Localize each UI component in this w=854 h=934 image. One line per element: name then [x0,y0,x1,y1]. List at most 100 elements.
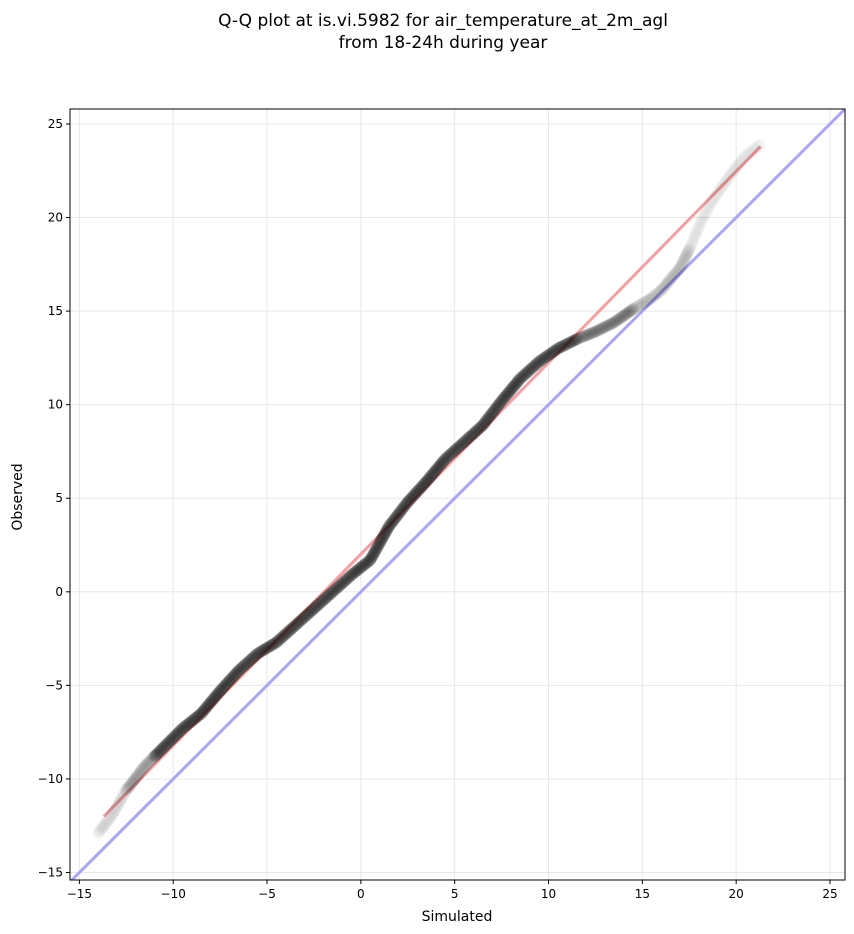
qq-point [253,646,266,659]
qq-point [579,329,592,342]
qq-point [675,258,688,271]
qq-point [365,552,378,565]
qq-point [171,727,184,740]
qq-point [563,336,576,349]
qq-point [133,767,146,780]
qq-point [318,593,331,606]
qq-point [379,526,392,539]
qq-point [322,589,335,602]
qq-point [120,784,133,797]
qq-point [482,411,495,424]
qq-point [495,394,508,407]
qq-point [274,632,287,645]
qq-point [446,446,459,459]
y-tick-label: 5 [55,491,63,505]
qq-point [508,379,521,392]
y-tick-label: 15 [48,304,63,318]
qq-point [425,469,438,482]
qq-point [416,479,429,492]
qq-point [320,590,333,603]
qq-point [394,505,407,518]
qq-point [401,495,414,508]
qq-point [674,260,687,273]
qq-point [664,273,677,286]
qq-point [670,266,683,279]
qq-point [400,497,413,510]
qq-point [515,371,528,384]
qq-point [202,699,215,712]
qq-point [485,408,498,421]
qq-point [215,683,228,696]
qq-point [418,478,431,491]
qq-point [681,246,694,259]
qq-point [403,494,416,507]
qq-point [307,602,320,615]
qq-point [657,281,670,294]
qq-point [361,556,374,569]
grid [70,109,845,880]
qq-point [636,297,649,310]
qq-point [209,690,222,703]
qq-point [344,570,357,583]
qq-point [222,675,235,688]
fit-line [102,145,762,818]
qq-point [422,472,435,485]
qq-point [450,442,463,455]
x-tick-label: −10 [161,887,186,901]
qq-point [483,410,496,423]
qq-point [391,509,404,522]
qq-point [367,547,380,560]
qq-point [677,255,690,268]
qq-point [198,703,211,716]
qq-point [191,710,204,723]
qq-point [548,344,561,357]
qq-point [527,360,540,373]
qq-point [656,283,669,296]
qq-point [596,322,609,335]
qq-point [426,468,439,481]
qq-point [264,640,277,653]
qq-point [398,500,411,513]
qq-point [553,341,566,354]
chart-title-line-2: from 18-24h during year [339,33,548,53]
qq-point [224,674,237,687]
qq-point [755,139,767,151]
qq-point [338,575,351,588]
qq-point [374,536,387,549]
qq-point [362,555,375,568]
qq-point [557,339,570,352]
qq-point [126,776,139,789]
qq-point [180,718,193,731]
qq-point [601,319,614,332]
y-tick-label: 20 [48,211,63,225]
qq-point [665,271,678,284]
qq-point [584,327,597,340]
qq-point [286,622,299,635]
qq-point [648,289,661,302]
qq-point [306,603,319,616]
qq-point [141,757,154,770]
qq-point [625,304,638,317]
qq-point [161,737,174,750]
plot-area [70,109,845,880]
qq-point [237,660,250,673]
qq-point [152,746,165,759]
qq-point [678,251,691,264]
qq-point [155,743,168,756]
qq-point [281,625,294,638]
qq-point [683,243,696,256]
qq-point [211,687,224,700]
qq-point [572,332,585,345]
qq-point [376,531,389,544]
qq-point [392,508,405,521]
qq-point [329,583,342,596]
qq-point [586,327,599,340]
qq-point [545,346,558,359]
qq-point [220,678,233,691]
qq-point [611,314,624,327]
qq-point [540,350,553,363]
qq-point [440,451,453,464]
qq-point [415,480,428,493]
qq-point [284,623,297,636]
qq-point [507,380,520,393]
